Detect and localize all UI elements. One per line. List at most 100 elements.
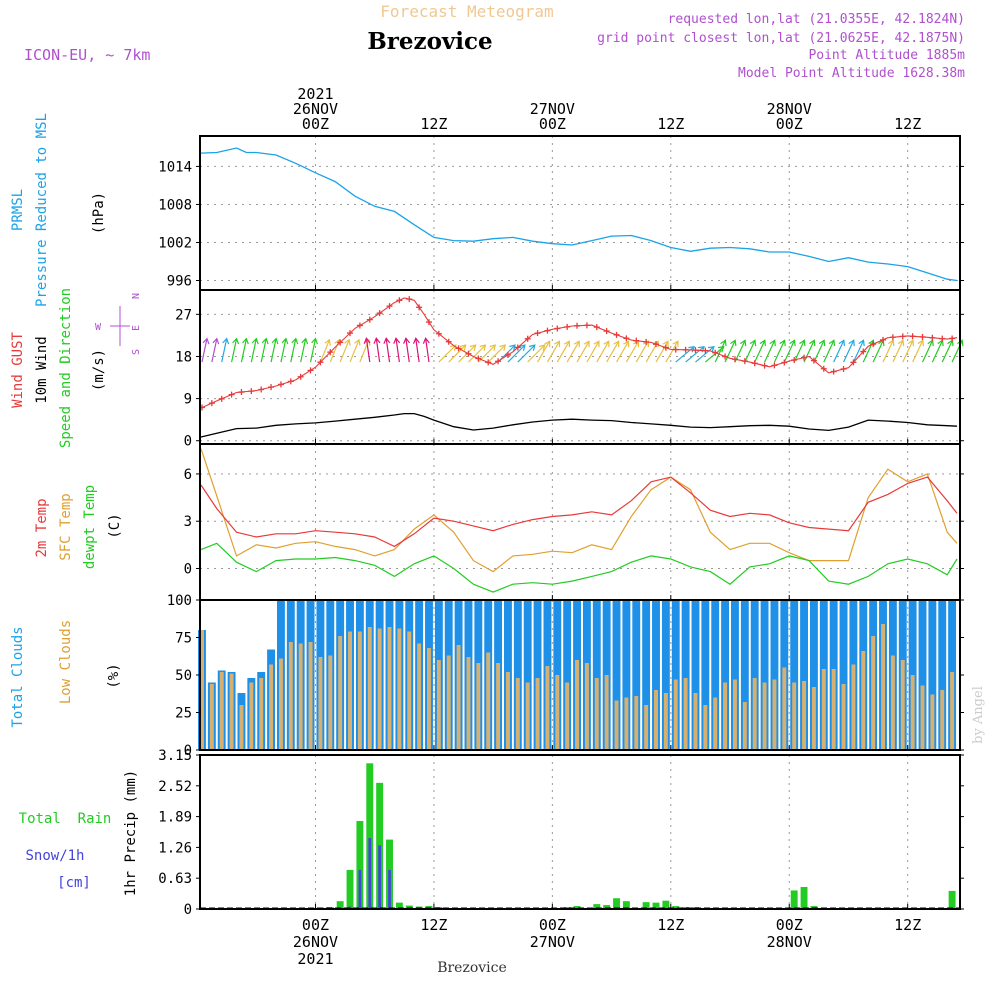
wind-arrow-head xyxy=(271,337,279,345)
bottom-time-label: 2021 xyxy=(297,950,333,968)
wind-arrow-head xyxy=(281,337,289,345)
wind-arrow xyxy=(319,339,330,363)
rain-bar xyxy=(366,763,374,909)
gust-marker xyxy=(544,327,551,334)
gust-marker xyxy=(277,381,284,388)
precip-ytick-label: 0 xyxy=(184,902,192,918)
wind-arrow-head xyxy=(363,337,371,344)
low-cloud-bar xyxy=(910,675,915,750)
wind-arrow-head xyxy=(251,337,259,345)
wind-arrow-head xyxy=(730,339,737,347)
precip-ytick-label: 0.63 xyxy=(158,871,192,887)
top-time-label: 12Z xyxy=(894,115,921,133)
wind-arrow xyxy=(211,338,218,363)
total-cloud-bar xyxy=(642,600,651,750)
gust-marker xyxy=(741,358,748,365)
total-cloud-bar xyxy=(800,600,808,750)
low-cloud-bar xyxy=(792,682,797,750)
low-cloud-bar xyxy=(782,667,787,750)
wind-arrow xyxy=(556,341,570,363)
wind-arrow-head xyxy=(403,337,411,344)
low-cloud-bar xyxy=(841,684,846,750)
gust-marker xyxy=(781,359,788,366)
low-cloud-bar xyxy=(357,631,362,750)
snow-bar xyxy=(378,845,382,909)
precip-unit: 1hr Precip (mm) xyxy=(123,770,139,896)
wind-arrow-head xyxy=(459,344,467,351)
wind-arrow xyxy=(921,340,934,363)
gust-marker xyxy=(534,330,541,337)
wind-arrow xyxy=(290,338,297,363)
wind-arrow xyxy=(764,340,776,363)
total-cloud-bar xyxy=(563,600,572,750)
total-cloud-bar xyxy=(760,600,769,750)
gust-marker xyxy=(297,373,304,380)
low-cloud-bar xyxy=(278,658,283,750)
wind-arrow xyxy=(329,339,340,363)
gust-marker xyxy=(435,330,442,337)
gust-marker xyxy=(396,297,403,304)
wind-arrow xyxy=(882,340,894,363)
wind10m-label: 10m Wind xyxy=(34,336,50,403)
wind-arrow-head xyxy=(363,338,371,346)
wind-arrow xyxy=(230,338,238,363)
gust-marker xyxy=(337,339,344,346)
wind-arrow xyxy=(240,338,248,363)
wind-arrow xyxy=(902,340,914,363)
wind-arrow-head xyxy=(799,339,806,347)
gust-marker xyxy=(801,354,808,361)
gust-marker xyxy=(228,391,235,398)
rain-bar xyxy=(948,890,956,909)
snow-bar xyxy=(348,906,352,909)
clouds-ytick-label: 100 xyxy=(167,593,192,609)
wind-arrow-head xyxy=(717,345,725,353)
wind-arrow xyxy=(724,340,736,363)
gust-marker xyxy=(880,336,887,343)
low-cloud-bar xyxy=(900,660,905,750)
low-cloud-bar xyxy=(308,642,313,750)
total-cloud-bar xyxy=(661,600,670,750)
top-time-label: 12Z xyxy=(420,115,447,133)
wind-arrow-head xyxy=(422,337,430,344)
wind-arrow-head xyxy=(887,339,895,347)
low-cloud-bar xyxy=(476,663,481,750)
gust-marker xyxy=(751,360,758,367)
wind-arrow xyxy=(912,340,924,363)
requested-coords: requested lon,lat (21.0355E, 42.1824N) xyxy=(668,12,965,27)
gust-marker xyxy=(820,365,827,372)
wind-arrow-head xyxy=(848,339,855,347)
gust-marker xyxy=(771,362,778,369)
gust-marker xyxy=(870,341,877,348)
top-time-label: 12Z xyxy=(657,115,684,133)
wind-arrow-head xyxy=(212,337,220,345)
wind-arrow xyxy=(260,338,267,363)
gust-marker xyxy=(682,346,689,353)
wind-arrow xyxy=(448,344,467,363)
low-cloud-bar xyxy=(644,705,649,750)
wind-arrow-head xyxy=(324,338,331,346)
snow-bar xyxy=(368,838,372,909)
rain-bar xyxy=(336,901,344,909)
wind-arrow-head xyxy=(858,339,865,347)
point-altitude: Point Altitude 1885m xyxy=(808,48,965,63)
gust-marker xyxy=(939,335,946,342)
wind-arrow xyxy=(892,340,904,363)
snow-bar xyxy=(388,869,391,909)
low-cloud-bar xyxy=(575,660,580,750)
top-time-label: 00Z xyxy=(302,115,329,133)
total-cloud-bar xyxy=(928,600,937,750)
rain-bar xyxy=(662,900,670,909)
wind-arrow xyxy=(395,338,400,363)
low-cloud-bar xyxy=(752,678,757,750)
wind-arrow xyxy=(823,340,835,363)
wind-ytick-label: 0 xyxy=(184,434,192,450)
gust-marker xyxy=(929,334,936,341)
wind-arrow xyxy=(813,340,825,363)
gust-marker xyxy=(850,359,857,366)
gust-marker xyxy=(623,335,630,342)
top-time-label: 28NOV xyxy=(767,100,812,118)
pressure-label-1: PRMSL xyxy=(10,189,26,231)
compass-e: E xyxy=(131,325,142,331)
low-cloud-bar xyxy=(624,697,629,750)
bottom-time-label: 27NOV xyxy=(530,933,575,951)
